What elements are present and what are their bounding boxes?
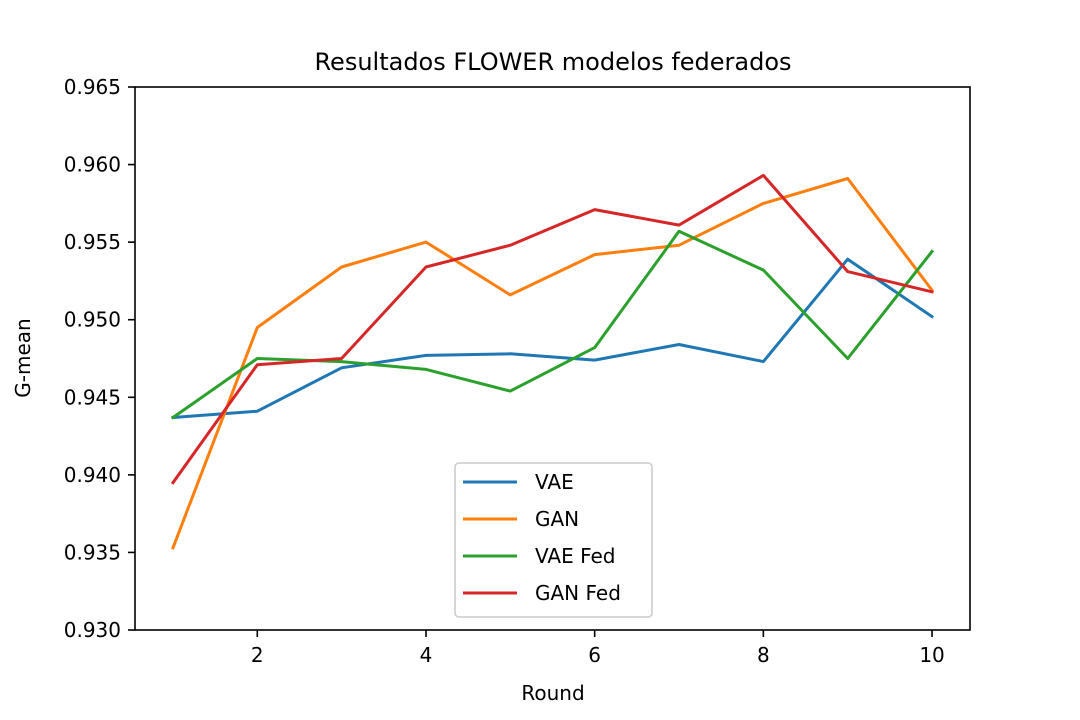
legend-label: VAE Fed [535, 544, 616, 568]
x-tick-label: 10 [919, 643, 944, 667]
y-tick-label: 0.955 [64, 230, 121, 254]
y-tick-label: 0.965 [64, 75, 121, 99]
y-tick-label: 0.950 [64, 308, 121, 332]
x-tick-label: 6 [588, 643, 601, 667]
plot-area: 2 4 6 8 10 0.930 0.935 0.940 0.945 0.950 0.955 0.96… [64, 75, 971, 667]
x-axis-label: Round [521, 681, 584, 705]
x-tick-label: 8 [757, 643, 770, 667]
x-tick-label: 2 [251, 643, 264, 667]
legend-label: GAN Fed [535, 581, 621, 605]
legend-label: GAN [535, 507, 579, 531]
y-tick-label: 0.940 [64, 463, 121, 487]
legend-label: VAE [535, 470, 574, 494]
series-line-gan [171, 177, 935, 550]
x-tick-label: 4 [420, 643, 433, 667]
series-line-vae-fed [170, 229, 935, 420]
y-tick-label: 0.930 [64, 618, 121, 642]
legend-box [454, 462, 653, 618]
series-line-gan-fed [170, 173, 934, 485]
chart-title: Resultados FLOWER modelos federados [314, 48, 791, 76]
series-line-vae [171, 257, 935, 420]
y-tick-label: 0.945 [64, 385, 121, 409]
y-tick-label: 0.935 [64, 540, 121, 564]
y-axis-label: G-mean [11, 318, 35, 397]
legend: VAE GAN VAE Fed GAN Fed [454, 462, 653, 618]
axes-frame [134, 86, 971, 631]
y-tick-label: 0.960 [64, 153, 121, 177]
